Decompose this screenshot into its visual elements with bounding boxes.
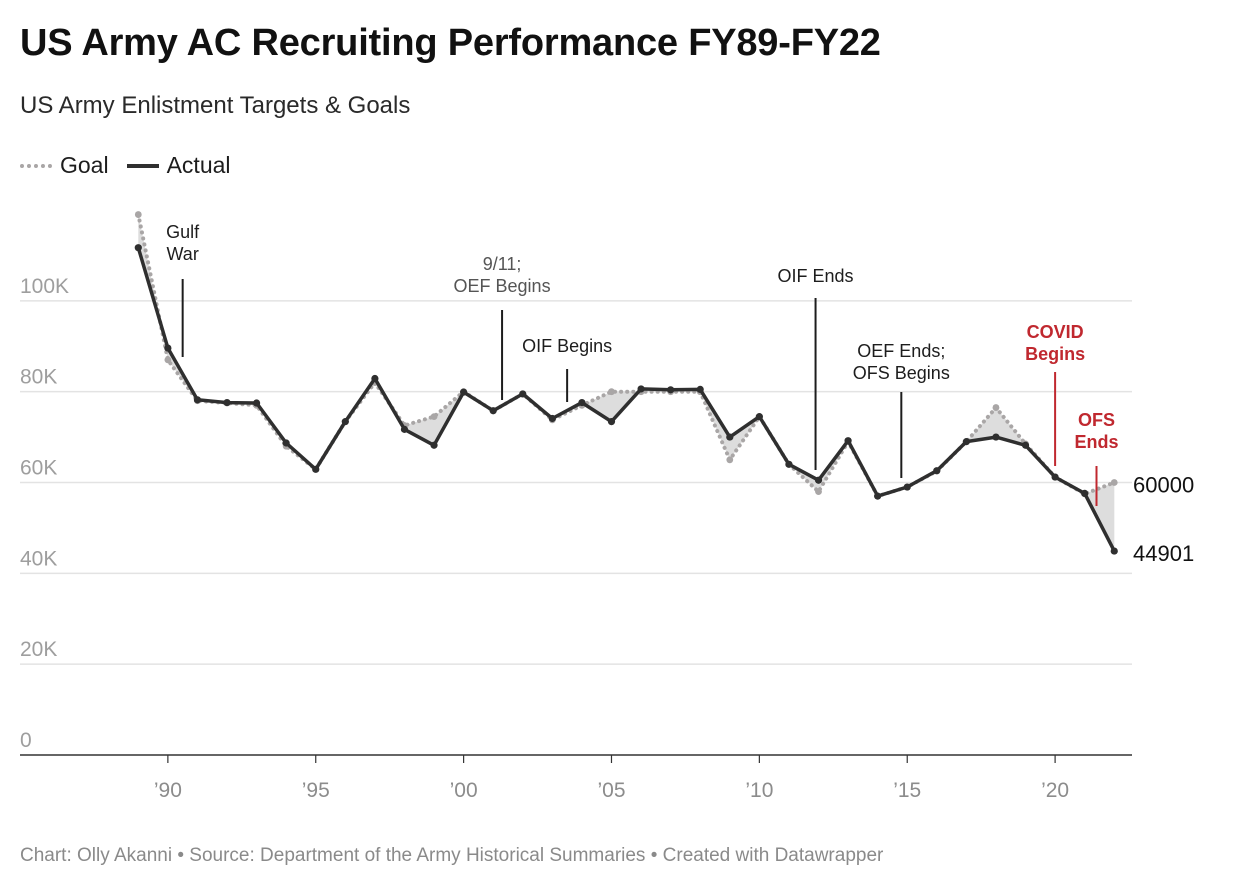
- annotation-line: COVID: [1027, 322, 1084, 342]
- series-line-actual: [136, 247, 1116, 552]
- annotation-label: 9/11; OEF Begins: [454, 254, 551, 296]
- x-tick-label: ’20: [1041, 779, 1069, 802]
- actual-point: [489, 407, 497, 415]
- end-label-goal: 60000: [1133, 473, 1194, 498]
- legend-swatch-actual: [126, 163, 159, 168]
- goal-point: [1110, 479, 1118, 486]
- annotation-line: OIF Begins: [522, 336, 612, 356]
- chart-footer: Chart: Olly Akanni • Source: Department …: [20, 845, 884, 866]
- actual-point: [164, 344, 172, 352]
- actual-point: [1021, 441, 1030, 449]
- legend-swatch-goal: [20, 163, 52, 168]
- goal-point: [134, 211, 142, 218]
- actual-point: [814, 476, 823, 484]
- actual-point: [134, 244, 142, 252]
- legend-label-actual: Actual: [166, 152, 231, 178]
- y-tick-label: 100K: [20, 275, 69, 298]
- goal-point: [608, 388, 615, 396]
- actual-point: [193, 396, 202, 404]
- legend-item-actual: Actual: [126, 152, 231, 179]
- actual-point: [1110, 547, 1118, 555]
- actual-point: [992, 433, 1000, 441]
- actual-point: [252, 399, 261, 407]
- y-tick-label: 80K: [20, 366, 57, 389]
- annotation-line: OFS Begins: [853, 363, 950, 383]
- actual-point: [371, 374, 379, 383]
- x-tick-label: ’00: [450, 779, 478, 802]
- gap-area: [138, 214, 1115, 552]
- x-tick-label: ’90: [154, 779, 182, 802]
- actual-point: [962, 438, 970, 446]
- annotation-label: OIF Ends: [778, 266, 854, 286]
- x-tick-label: ’05: [597, 779, 625, 802]
- annotation-label: OEF Ends; OFS Begins: [853, 341, 950, 383]
- actual-point: [844, 437, 852, 445]
- actual-point: [726, 433, 734, 441]
- annotation-label: COVID Begins: [1025, 322, 1085, 364]
- legend-item-goal: Goal: [20, 152, 109, 179]
- actual-point: [903, 483, 911, 491]
- annotation-line: OIF Ends: [778, 266, 854, 286]
- series-line-goal: [136, 212, 1117, 499]
- goal-point: [164, 356, 172, 364]
- annotation-label: OFS Ends: [1075, 410, 1119, 452]
- legend: Goal Actual: [20, 152, 249, 179]
- actual-point: [341, 418, 349, 426]
- goal-point: [430, 413, 438, 421]
- end-label-actual: 44901: [1133, 541, 1194, 566]
- actual-point: [1081, 489, 1089, 497]
- annotation-line: Gulf: [166, 222, 200, 242]
- actual-point: [400, 425, 409, 433]
- actual-point: [933, 467, 941, 475]
- annotation-label: OIF Begins: [522, 336, 612, 356]
- annotation-line: Begins: [1025, 344, 1085, 364]
- actual-point: [578, 398, 586, 407]
- x-tick-label: ’95: [302, 779, 330, 802]
- actual-point: [785, 460, 793, 468]
- x-tick-label: ’15: [893, 779, 921, 802]
- actual-point: [430, 441, 438, 449]
- goal-point: [815, 488, 822, 495]
- actual-point: [667, 386, 675, 394]
- annotation-line: OEF Begins: [454, 276, 551, 296]
- y-tick-label: 60K: [20, 457, 57, 480]
- y-tick-label: 40K: [20, 547, 57, 570]
- actual-point: [874, 492, 882, 500]
- actual-point: [519, 390, 527, 398]
- annotation-line: Ends: [1075, 432, 1119, 452]
- annotation-label: Gulf War: [166, 222, 200, 264]
- actual-point: [223, 398, 231, 407]
- actual-point: [312, 465, 320, 473]
- legend-label-goal: Goal: [60, 152, 109, 178]
- goal-point: [992, 404, 1000, 411]
- annotation-line: 9/11;: [483, 254, 522, 274]
- annotation-line: War: [166, 244, 198, 264]
- goal-point: [726, 456, 734, 464]
- actual-point: [607, 418, 616, 426]
- actual-point: [282, 439, 290, 447]
- y-tick-label: 20K: [20, 638, 57, 661]
- actual-point: [548, 414, 556, 423]
- y-tick-label: 0: [20, 729, 32, 752]
- x-tick-label: ’10: [745, 779, 773, 802]
- actual-point: [755, 413, 763, 421]
- actual-point: [696, 385, 704, 393]
- actual-point: [1051, 473, 1059, 481]
- actual-point: [460, 388, 468, 396]
- annotation-line: OFS: [1078, 410, 1115, 430]
- actual-point: [637, 385, 645, 393]
- annotation-line: OEF Ends;: [857, 341, 945, 361]
- chart-title: US Army AC Recruiting Performance FY89-F…: [20, 22, 881, 64]
- chart-subtitle: US Army Enlistment Targets & Goals: [20, 92, 411, 119]
